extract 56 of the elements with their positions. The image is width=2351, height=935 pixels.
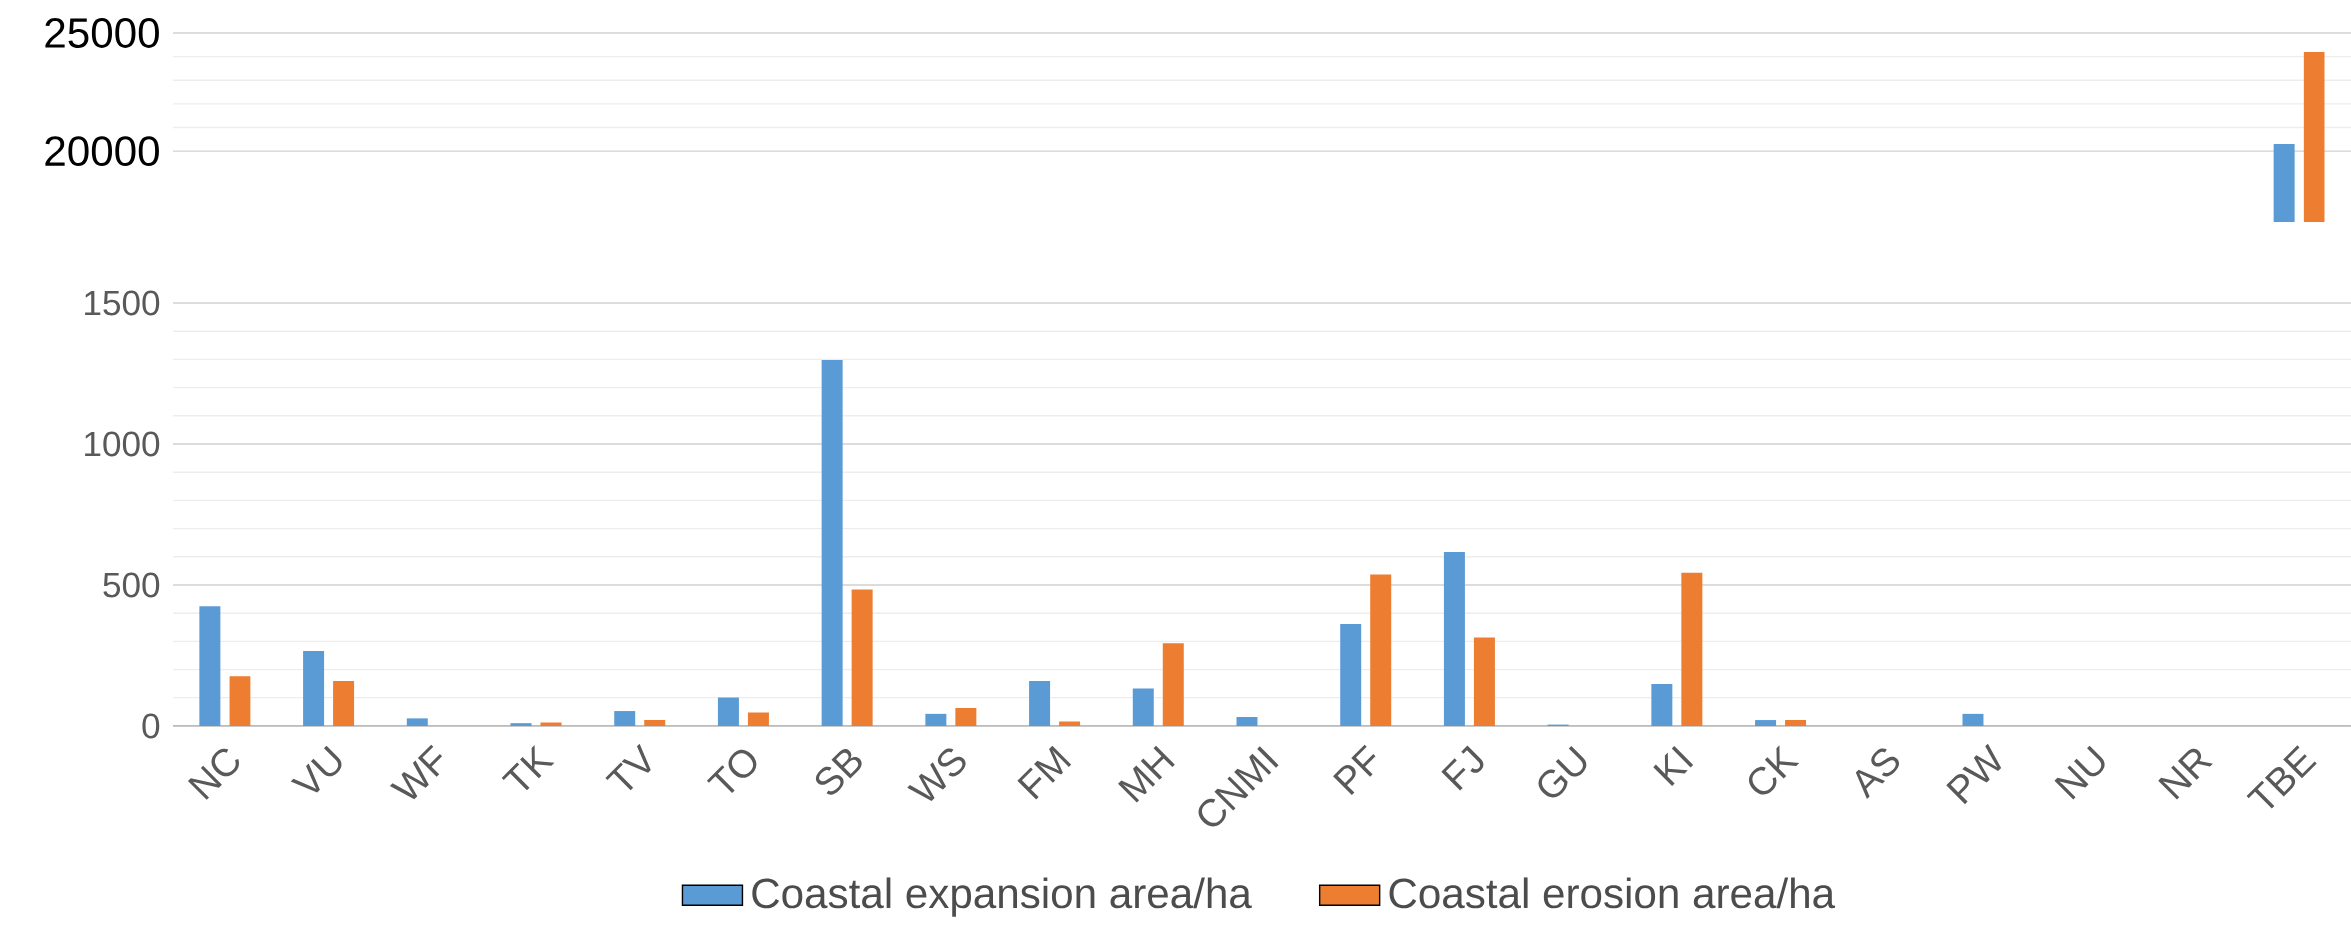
x-tick-label: GU <box>1538 745 1587 798</box>
bar <box>333 680 355 726</box>
y-tick-label: 25000 <box>45 18 159 48</box>
bar <box>614 711 636 726</box>
y-tick-label: 1500 <box>85 290 160 316</box>
bar <box>1473 637 1495 726</box>
bar <box>1029 680 1051 726</box>
x-tick-label: NU <box>2054 745 2105 800</box>
bar <box>1785 720 1807 726</box>
x-tick-label: TV <box>605 743 651 791</box>
y-tick-label: 20000 <box>45 136 159 167</box>
bar <box>1340 623 1362 726</box>
bar <box>955 707 977 726</box>
bar <box>406 718 428 726</box>
x-tick-label: SB <box>815 749 862 795</box>
bar <box>925 713 947 726</box>
bar <box>1370 574 1392 726</box>
x-tick-label: FM <box>1017 745 1072 800</box>
bar <box>1443 552 1465 726</box>
bar <box>1755 720 1777 726</box>
bar <box>1236 716 1258 726</box>
bar <box>1132 688 1154 726</box>
x-tick-label: WS <box>907 748 966 801</box>
x-tick-label: TBE <box>2246 745 2317 809</box>
x-tick-label: PF <box>1333 744 1376 796</box>
x-tick-label: AS <box>1855 748 1900 800</box>
bar <box>644 720 666 726</box>
x-tick-label: NR <box>2158 748 2213 800</box>
x-tick-label: FJ <box>1441 745 1484 791</box>
bar <box>1681 572 1703 726</box>
x-tick-label: TK <box>501 744 555 791</box>
bar <box>199 606 221 726</box>
y-tick-label: 500 <box>103 572 160 598</box>
bar <box>1651 683 1673 726</box>
x-tick-label: CK <box>1748 745 1800 795</box>
x-tick-label: TO <box>706 749 757 794</box>
y-tick-label: 0 <box>142 713 160 739</box>
legend-label: Coastal expansion area/ha <box>752 877 1252 917</box>
x-tick-label: WF <box>389 744 443 800</box>
bar <box>510 723 532 726</box>
bar <box>717 697 739 726</box>
x-tick-label: PW <box>1946 743 2002 805</box>
x-tick-label: VU <box>290 745 342 793</box>
bar <box>821 359 843 726</box>
legend-label: Coastal erosion area/ha <box>1389 877 1836 909</box>
bar <box>747 712 769 726</box>
x-tick-label: NC <box>187 748 239 800</box>
bar <box>1162 643 1184 726</box>
bar <box>1059 721 1081 726</box>
x-tick-label: KI <box>1653 746 1694 786</box>
bar <box>229 676 251 726</box>
bar <box>303 650 325 726</box>
bar <box>1962 713 1984 726</box>
x-tick-label: MH <box>1118 745 1175 803</box>
bar <box>851 589 873 726</box>
y-tick-label: 1000 <box>85 431 160 457</box>
